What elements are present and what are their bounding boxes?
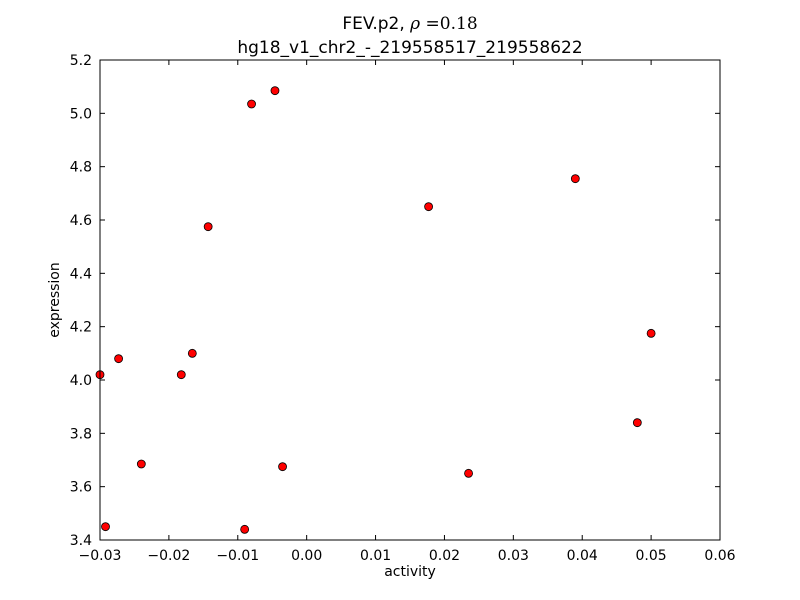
y-tick-label: 4.2 (70, 320, 92, 336)
data-point (278, 462, 287, 472)
data-point (114, 354, 123, 364)
data-point (464, 468, 473, 478)
y-tick-label: 4.8 (70, 160, 92, 176)
plot-frame (99, 59, 721, 541)
x-tick-label: 0.06 (704, 548, 735, 564)
data-point (187, 348, 197, 358)
y-tick-label: 4.0 (70, 373, 92, 389)
data-point (570, 174, 580, 184)
data-point (203, 222, 213, 232)
x-tick-label: 0.00 (291, 548, 322, 564)
x-tick-label: 0.01 (360, 548, 391, 564)
x-tick-label: −0.01 (216, 548, 259, 564)
chart-title-line2: hg18_v1_chr2_-_219558517_219558622 (237, 38, 582, 58)
data-point (101, 522, 110, 532)
title-rho-value: =0.18 (420, 14, 478, 34)
data-point (247, 99, 256, 109)
data-point (136, 459, 146, 469)
x-tick-label: 0.02 (429, 548, 460, 564)
x-tick-label: 0.03 (498, 548, 529, 564)
y-tick-label: 4.4 (70, 266, 92, 282)
data-point (176, 370, 186, 380)
y-tick-label: 3.4 (70, 533, 92, 549)
y-tick-label: 4.6 (70, 213, 92, 229)
data-point (240, 524, 250, 534)
axis-ticks: −0.03 −0.02 −0.01 0.00 0.01 0.02 0.03 0.04 0.05 0… (70, 53, 736, 564)
data-point (270, 86, 280, 96)
data-point (632, 418, 642, 428)
y-tick-label: 5.0 (70, 106, 92, 122)
y-tick-label: 3.6 (70, 480, 92, 496)
x-tick-label: 0.05 (636, 548, 667, 564)
data-point (424, 202, 434, 212)
y-axis-label: expression (47, 262, 63, 338)
x-tick-label: −0.02 (147, 548, 190, 564)
title-rho-symbol: ρ (409, 14, 420, 34)
chart-title-line1: FEV.p2, ρ =0.18 (342, 14, 477, 34)
y-tick-label: 3.8 (70, 426, 92, 442)
data-points (95, 86, 656, 534)
x-axis-label: activity (384, 564, 436, 580)
x-tick-label: 0.04 (567, 548, 598, 564)
data-point (646, 328, 656, 338)
title-prefix: FEV.p2, (342, 14, 410, 34)
y-tick-label: 5.2 (70, 53, 92, 69)
x-tick-label: −0.03 (79, 548, 122, 564)
